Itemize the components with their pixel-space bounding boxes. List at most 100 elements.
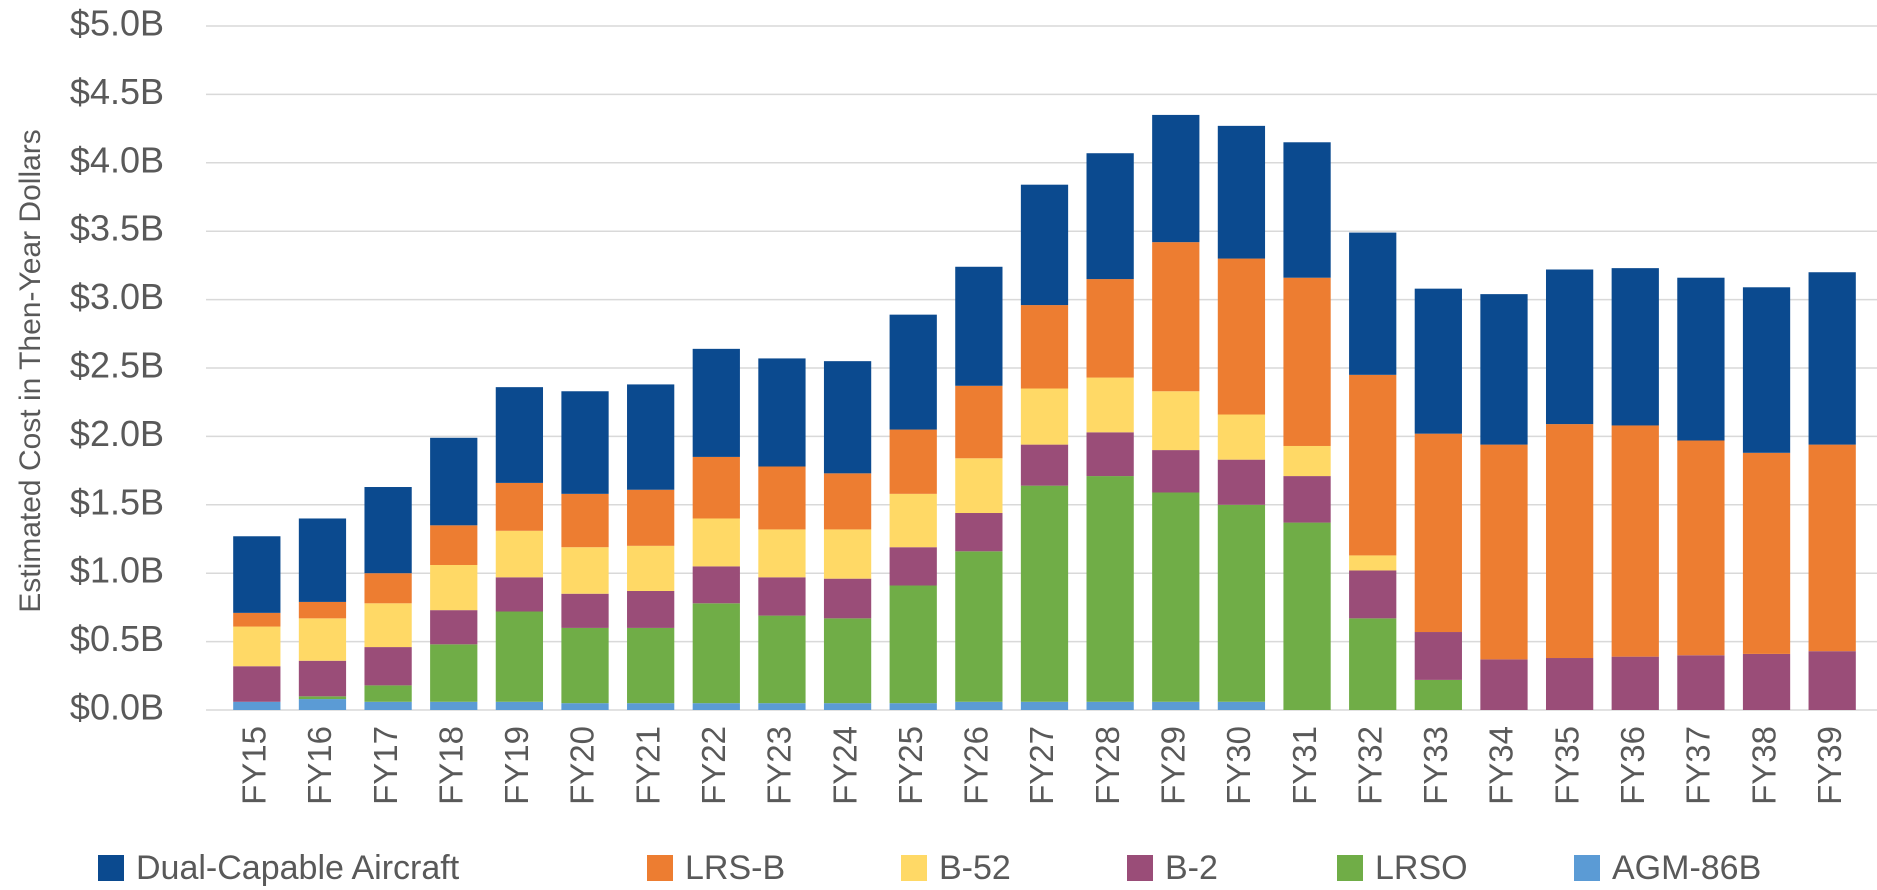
bar-segment	[823, 361, 872, 474]
bar-segment	[758, 577, 806, 616]
bar-segment	[1414, 433, 1462, 633]
bar-segment	[1152, 242, 1200, 392]
bar-segment	[1152, 114, 1200, 243]
bar-segment	[495, 530, 544, 578]
bar-segment	[233, 701, 281, 710]
bar-segment	[889, 429, 937, 494]
bar-segment	[1808, 272, 1856, 445]
x-tick-label: FY38	[1745, 726, 1782, 805]
legend-label: LRSO	[1375, 849, 1468, 887]
bar-segment	[758, 358, 806, 467]
bar-segment	[955, 551, 1003, 702]
bar-segment	[627, 384, 675, 490]
bar-segment	[561, 547, 609, 594]
bar-segment	[1611, 268, 1659, 426]
bar-segment	[1349, 374, 1397, 556]
y-tick-label: $4.5B	[70, 71, 164, 112]
bar-segment	[1349, 232, 1397, 375]
bar-segment	[298, 518, 347, 602]
bar-segment	[430, 701, 478, 710]
bar-segment	[233, 612, 281, 627]
legend-swatch	[1127, 855, 1153, 881]
x-tick-label: FY15	[236, 726, 273, 805]
bar-segment	[627, 545, 675, 591]
x-tick-label: FY31	[1286, 726, 1323, 805]
y-tick-label: $1.0B	[70, 550, 164, 591]
bar-segment	[1742, 287, 1791, 453]
bar-segment	[1480, 294, 1528, 445]
bar-segment	[298, 699, 347, 710]
bar-segment	[955, 266, 1003, 386]
bar-segment	[627, 489, 675, 546]
legend-swatch	[647, 855, 673, 881]
bar-segment	[1152, 492, 1200, 702]
bar-segment	[1283, 142, 1331, 278]
x-tick-label: FY30	[1220, 726, 1257, 805]
x-tick-label: FY25	[892, 726, 929, 805]
bar-segment	[1349, 555, 1397, 571]
bar-segment	[1152, 450, 1200, 493]
bar-segment	[1020, 184, 1069, 306]
bar-segment	[1086, 279, 1134, 378]
bar-segment	[758, 615, 806, 704]
y-tick-label: $5.0B	[70, 3, 164, 44]
y-tick-label: $3.5B	[70, 208, 164, 249]
bar-segment	[758, 529, 806, 578]
bar-segment	[430, 644, 478, 702]
bar-segment	[1677, 440, 1725, 656]
x-tick-label: FY19	[498, 726, 535, 805]
x-tick-label: FY26	[958, 726, 995, 805]
bar-segment	[298, 618, 347, 661]
legend-label: B-52	[939, 849, 1011, 887]
bar-segment	[1217, 125, 1266, 259]
bar-segment	[692, 703, 740, 710]
bar-segment	[1020, 388, 1069, 445]
bar-segment	[1480, 444, 1528, 660]
bar-segment	[298, 660, 347, 697]
bar-segment	[430, 610, 478, 645]
bar-segment	[758, 703, 806, 710]
bar-segment	[1086, 476, 1134, 702]
x-tick-label: FY32	[1351, 726, 1388, 805]
bar-segment	[1545, 269, 1594, 425]
bar-segment	[1545, 658, 1594, 710]
x-tick-label: FY39	[1811, 726, 1848, 805]
bar-segment	[1677, 277, 1725, 441]
bar-segment	[955, 701, 1003, 710]
x-tick-label: FY21	[629, 726, 666, 805]
x-tick-label: FY28	[1089, 726, 1126, 805]
bar-segment	[364, 685, 412, 702]
bar-segment	[889, 585, 937, 704]
bar-segment	[495, 577, 544, 612]
bar-segment	[298, 601, 347, 619]
bar-segment	[758, 466, 806, 530]
bar-segment	[1283, 445, 1331, 477]
bar-segment	[955, 385, 1003, 459]
bar-segment	[1414, 632, 1462, 680]
bar-segment	[364, 573, 412, 604]
x-tick-label: FY20	[564, 726, 601, 805]
legend-label: B-2	[1165, 849, 1218, 887]
bar-segment	[495, 701, 544, 710]
bar-segment	[1611, 656, 1659, 710]
bar-segment	[1677, 655, 1725, 710]
legend-label: Dual-Capable Aircraft	[136, 849, 460, 887]
bar-segment	[364, 701, 412, 710]
bar-segment	[1086, 432, 1134, 477]
x-tick-label: FY22	[695, 726, 732, 805]
y-tick-label: $2.0B	[70, 413, 164, 454]
x-tick-label: FY29	[1154, 726, 1191, 805]
bar-segment	[1283, 522, 1331, 710]
legend-swatch	[1574, 855, 1600, 881]
bar-segment	[561, 493, 609, 548]
bar-segment	[495, 611, 544, 702]
y-tick-label: $0.0B	[70, 687, 164, 728]
legend-label: AGM-86B	[1612, 849, 1761, 887]
legend-swatch	[1337, 855, 1363, 881]
bar-segment	[561, 703, 609, 710]
bar-segment	[823, 703, 872, 710]
x-tick-label: FY24	[826, 726, 863, 805]
bar-segment	[889, 314, 937, 430]
bar-segment	[561, 627, 609, 704]
bar-segment	[823, 529, 872, 579]
